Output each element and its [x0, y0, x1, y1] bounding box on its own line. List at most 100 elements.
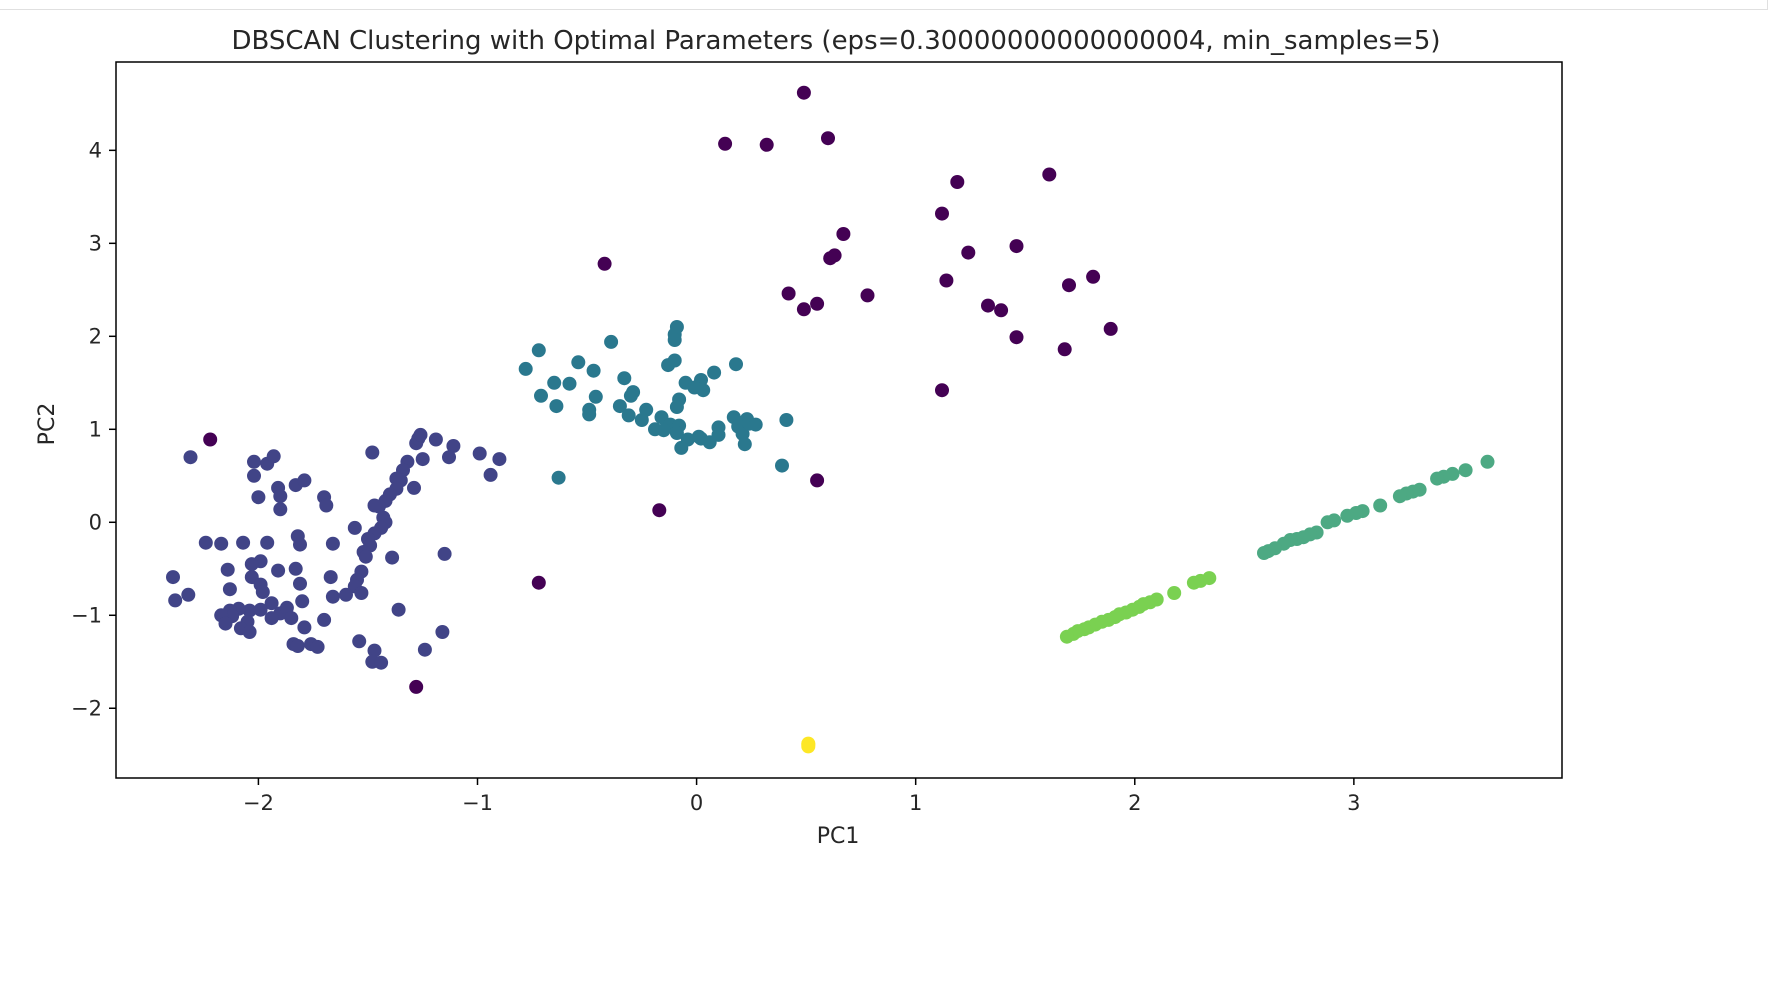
scatter-point: [796, 302, 811, 317]
scatter-point: [796, 85, 811, 100]
scatter-point: [562, 376, 577, 391]
scatter-point: [1042, 167, 1057, 182]
scatter-point: [1320, 515, 1335, 530]
scatter-point: [347, 520, 362, 535]
scatter-point: [617, 371, 632, 386]
y-tick-label: 3: [89, 231, 102, 255]
scatter-point: [325, 589, 340, 604]
scatter-point: [994, 303, 1009, 318]
scatter-point: [358, 549, 373, 564]
scatter-point: [317, 612, 332, 627]
scatter-point: [1167, 586, 1182, 600]
scatter-point: [1186, 575, 1201, 590]
scatter-point: [472, 446, 487, 461]
chart-title: DBSCAN Clustering with Optimal Parameter…: [231, 26, 1440, 56]
scatter-point: [385, 550, 400, 565]
scatter-point: [781, 286, 796, 301]
scatter-point: [415, 452, 430, 467]
scatter-point: [582, 407, 597, 422]
scatter-point: [669, 400, 684, 414]
scatter-point: [242, 603, 257, 618]
scatter-point: [183, 450, 198, 465]
scatter-point: [551, 470, 566, 485]
x-tick-label: 3: [1347, 791, 1360, 815]
scatter-point: [428, 432, 443, 447]
scatter-point: [810, 473, 825, 488]
scatter-point: [354, 586, 369, 600]
plot-frame: [115, 61, 1563, 779]
scatter-point: [273, 502, 288, 517]
scatter-point: [827, 248, 842, 263]
scatter-point: [1059, 629, 1074, 644]
scatter-point: [367, 498, 382, 513]
scatter-point: [198, 535, 213, 550]
scatter-point: [413, 427, 428, 442]
scatter-point: [181, 587, 196, 602]
scatter-point: [264, 596, 279, 611]
scatter-point: [586, 363, 601, 378]
scatter-point: [417, 642, 432, 657]
scatter-point: [247, 454, 261, 469]
scatter-point: [531, 575, 546, 590]
scatter-point: [264, 611, 279, 626]
scatter-point: [656, 423, 671, 438]
scatter-point: [1086, 269, 1101, 284]
scatter-point: [293, 537, 307, 552]
scatter-point: [492, 452, 507, 467]
scatter-point: [775, 458, 789, 473]
scatter-point: [255, 585, 270, 599]
scatter-point: [634, 413, 649, 427]
scatter-point: [1009, 239, 1024, 254]
scatter-point: [1340, 508, 1355, 523]
scatter-point: [166, 570, 180, 585]
x-tick-label: 0: [690, 791, 703, 815]
scatter-point: [220, 562, 235, 577]
scatter-point: [737, 437, 752, 452]
scatter-point: [409, 679, 424, 694]
scatter-point: [821, 131, 835, 146]
x-tick-label: −1: [462, 791, 493, 815]
scatter-point: [310, 639, 325, 654]
scatter-point: [707, 365, 722, 380]
scatter-point: [588, 389, 603, 404]
scatter-point: [836, 227, 851, 241]
y-tick-label: 4: [89, 138, 102, 162]
x-tick-label: −2: [243, 791, 274, 815]
scatter-point: [547, 375, 562, 390]
scatter-point: [339, 587, 353, 602]
scatter-point: [295, 594, 310, 609]
scatter-point: [718, 136, 733, 151]
scatter-point: [288, 561, 303, 576]
scatter-point: [242, 625, 257, 639]
scatter-point: [1057, 342, 1072, 357]
scatter-point: [442, 450, 456, 465]
scatter-point: [244, 557, 259, 572]
scatter-point: [1480, 454, 1495, 469]
scatter-point: [218, 616, 233, 631]
scatter-point: [935, 206, 949, 221]
scatter-point: [483, 467, 498, 482]
scatter-point: [667, 333, 682, 347]
scatter-point: [323, 570, 338, 585]
scatter-point: [612, 399, 627, 414]
x-tick-label: 2: [1128, 791, 1141, 815]
scatter-point: [352, 634, 367, 649]
scatter-point: [621, 408, 636, 423]
scatter-point: [325, 536, 340, 551]
scatter-point: [273, 489, 288, 504]
scatter-point: [253, 602, 268, 617]
scatter-point: [297, 620, 312, 635]
scatter-point: [549, 399, 564, 414]
scatter-point: [571, 355, 586, 370]
scatter-point: [374, 655, 389, 670]
scatter-point: [251, 490, 266, 505]
scatter-point: [531, 343, 546, 358]
scatter-point: [168, 593, 183, 608]
y-tick-label: −2: [71, 696, 102, 720]
scatter-point: [214, 536, 229, 551]
scatter-point: [284, 611, 299, 626]
scatter-point: [702, 435, 717, 450]
scatter-point: [271, 563, 286, 578]
scatter-point: [236, 535, 251, 550]
scatter-point: [1257, 546, 1271, 560]
